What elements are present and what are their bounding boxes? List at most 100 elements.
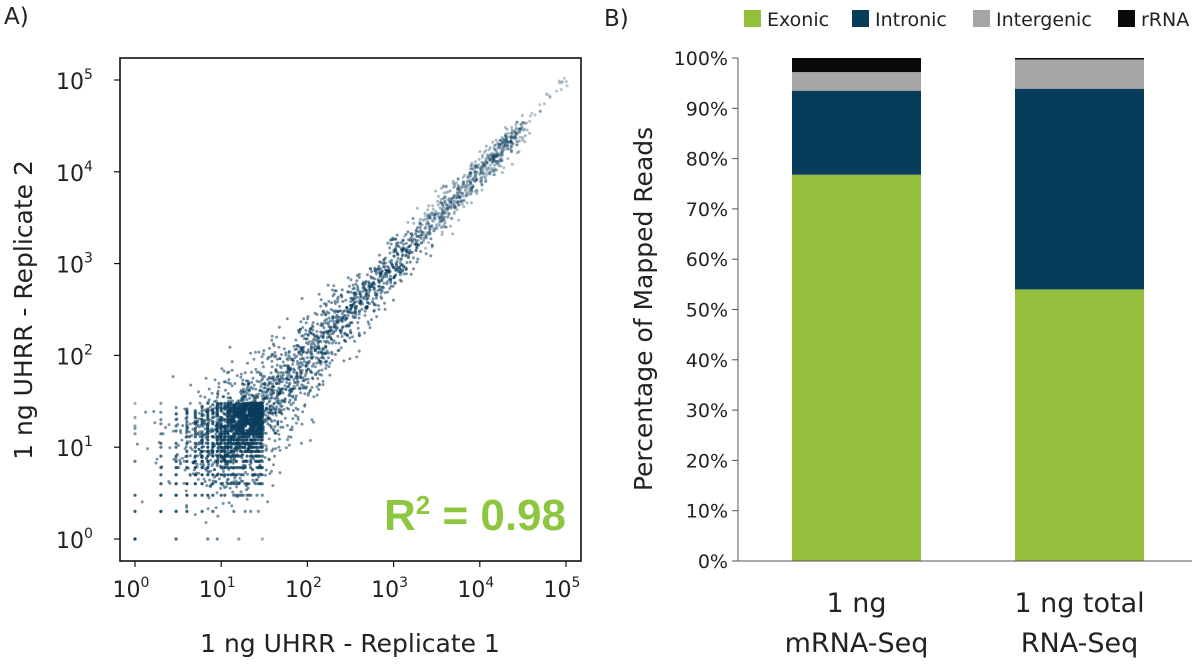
scatter-point bbox=[453, 201, 457, 205]
scatter-point bbox=[267, 437, 271, 441]
scatter-point bbox=[460, 199, 464, 203]
scatter-point bbox=[465, 201, 469, 205]
scatter-y-axis-label: 1 ng UHRR - Replicate 2 bbox=[9, 160, 38, 460]
scatter-point bbox=[254, 454, 258, 458]
scatter-point bbox=[352, 293, 356, 296]
scatter-point bbox=[185, 493, 189, 497]
scatter-y-tick-label: 103 bbox=[56, 251, 93, 279]
scatter-point bbox=[244, 459, 248, 463]
scatter-point bbox=[272, 385, 276, 389]
scatter-point bbox=[192, 468, 196, 472]
scatter-point bbox=[252, 480, 256, 484]
scatter-point bbox=[230, 427, 234, 430]
scatter-point bbox=[284, 387, 288, 391]
scatter-point bbox=[495, 159, 499, 163]
scatter-point bbox=[479, 171, 483, 175]
scatter-point bbox=[301, 379, 305, 383]
scatter-point bbox=[222, 430, 226, 434]
scatter-point bbox=[202, 413, 206, 417]
scatter-point bbox=[241, 406, 245, 409]
scatter-point bbox=[502, 140, 506, 144]
scatter-point bbox=[243, 445, 247, 449]
scatter-point bbox=[248, 433, 252, 437]
scatter-point bbox=[234, 426, 238, 431]
scatter-point bbox=[461, 181, 465, 185]
scatter-point bbox=[365, 305, 369, 309]
scatter-point bbox=[270, 365, 274, 369]
scatter-point bbox=[212, 442, 216, 446]
scatter-point bbox=[389, 284, 393, 288]
scatter-point bbox=[494, 151, 498, 155]
scatter-point bbox=[457, 186, 461, 189]
scatter-point bbox=[256, 416, 260, 420]
scatter-point bbox=[259, 434, 263, 438]
scatter-point bbox=[234, 404, 237, 408]
scatter-point bbox=[216, 417, 220, 421]
scatter-point bbox=[348, 357, 352, 361]
scatter-point bbox=[399, 264, 402, 268]
scatter-point bbox=[264, 444, 268, 448]
scatter-point bbox=[226, 441, 230, 445]
scatter-point bbox=[451, 199, 454, 203]
scatter-point bbox=[185, 459, 189, 463]
scatter-point bbox=[335, 319, 339, 323]
scatter-y-tick-exponent: 3 bbox=[84, 251, 93, 267]
scatter-point bbox=[517, 127, 521, 131]
scatter-point bbox=[280, 420, 283, 424]
scatter-point bbox=[373, 282, 377, 286]
scatter-point bbox=[377, 279, 381, 283]
scatter-point bbox=[184, 489, 188, 493]
scatter-point bbox=[429, 237, 433, 241]
scatter-point bbox=[357, 316, 361, 320]
scatter-point bbox=[464, 194, 468, 198]
scatter-point bbox=[233, 424, 237, 428]
scatter-point bbox=[218, 415, 222, 419]
scatter-point bbox=[458, 200, 462, 204]
scatter-point bbox=[319, 324, 323, 327]
scatter-point bbox=[154, 461, 158, 465]
scatter-point bbox=[515, 143, 519, 147]
scatter-point bbox=[462, 205, 466, 209]
scatter-point bbox=[283, 416, 287, 420]
scatter-point bbox=[512, 129, 516, 133]
scatter-point bbox=[207, 471, 211, 475]
scatter-point bbox=[492, 158, 495, 162]
scatter-point bbox=[326, 283, 330, 287]
scatter-point bbox=[457, 196, 461, 200]
scatter-point bbox=[211, 493, 215, 497]
scatter-point bbox=[336, 315, 340, 319]
scatter-point bbox=[458, 190, 462, 194]
scatter-point bbox=[360, 307, 364, 311]
scatter-point bbox=[426, 219, 430, 223]
scatter-point bbox=[514, 132, 518, 136]
scatter-point bbox=[404, 232, 408, 236]
scatter-point bbox=[296, 408, 300, 411]
scatter-point bbox=[482, 163, 486, 167]
scatter-point bbox=[398, 278, 402, 282]
scatter-point bbox=[444, 185, 448, 189]
scatter-point bbox=[415, 242, 419, 246]
scatter-point bbox=[264, 431, 268, 435]
scatter-point bbox=[453, 193, 457, 197]
scatter-point bbox=[438, 218, 442, 222]
scatter-point bbox=[460, 199, 463, 203]
scatter-point bbox=[203, 420, 206, 423]
scatter-point bbox=[225, 406, 229, 410]
scatter-point bbox=[434, 213, 438, 217]
scatter-point bbox=[496, 146, 500, 150]
scatter-point bbox=[486, 155, 490, 159]
scatter-x-axis-label: 1 ng UHRR - Replicate 1 bbox=[200, 629, 500, 658]
scatter-point bbox=[501, 140, 505, 144]
scatter-point bbox=[366, 301, 369, 304]
scatter-point bbox=[415, 234, 419, 238]
scatter-point bbox=[231, 452, 235, 456]
scatter-point bbox=[484, 164, 488, 168]
scatter-point bbox=[317, 369, 321, 373]
scatter-point bbox=[396, 253, 400, 257]
scatter-point bbox=[533, 113, 537, 117]
scatter-point bbox=[184, 445, 188, 449]
scatter-point bbox=[259, 441, 263, 445]
scatter-point bbox=[467, 179, 471, 183]
scatter-point bbox=[510, 140, 513, 143]
scatter-point bbox=[240, 453, 244, 456]
